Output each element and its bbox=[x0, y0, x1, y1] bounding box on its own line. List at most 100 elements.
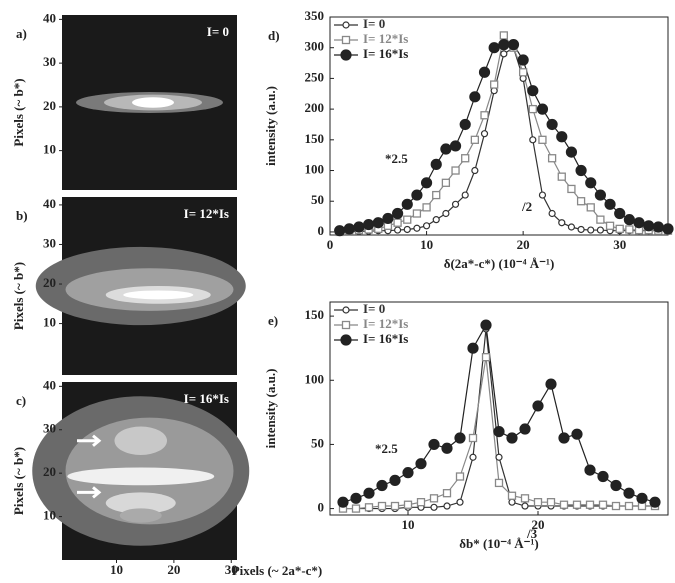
data-point bbox=[470, 135, 480, 144]
data-point bbox=[538, 135, 547, 144]
data-point bbox=[440, 143, 452, 155]
data-point bbox=[443, 502, 451, 510]
data-point bbox=[394, 226, 402, 234]
x-tick-label: 30 bbox=[613, 237, 626, 252]
data-point bbox=[411, 189, 423, 201]
y-tick-label: 40 bbox=[43, 196, 56, 211]
y-tick-label: 30 bbox=[43, 421, 56, 436]
data-point bbox=[507, 39, 520, 51]
data-point bbox=[557, 172, 566, 181]
data-point bbox=[416, 498, 426, 507]
data-point bbox=[393, 218, 402, 227]
y-tick-label: 50 bbox=[311, 192, 324, 207]
data-point bbox=[441, 442, 453, 454]
data-point bbox=[455, 472, 465, 481]
data-point bbox=[584, 464, 596, 476]
y-tick-label: 250 bbox=[305, 69, 325, 84]
data-point bbox=[392, 207, 404, 220]
legend-marker bbox=[340, 334, 352, 346]
legend-label: I= 0 bbox=[363, 301, 385, 316]
data-point bbox=[594, 189, 607, 201]
panel-label: d) bbox=[268, 28, 280, 43]
data-point bbox=[467, 342, 479, 354]
data-point bbox=[536, 103, 549, 115]
data-point bbox=[598, 500, 608, 509]
intensity-region bbox=[67, 467, 215, 486]
data-point bbox=[614, 207, 626, 220]
data-point bbox=[565, 146, 578, 158]
data-point bbox=[633, 217, 645, 229]
x-tick-label: 20 bbox=[532, 517, 545, 532]
data-point bbox=[567, 223, 576, 231]
data-point bbox=[490, 80, 499, 89]
data-point bbox=[390, 501, 400, 511]
data-point bbox=[480, 111, 489, 120]
legend-marker bbox=[342, 306, 350, 314]
data-point bbox=[469, 91, 481, 103]
data-point bbox=[529, 136, 537, 144]
data-point bbox=[376, 479, 388, 492]
legend-label: I= 16*Is bbox=[363, 331, 408, 346]
x-axis-label: δb* (10⁻⁴ Å⁻¹) bbox=[459, 536, 539, 551]
data-point bbox=[662, 223, 674, 235]
y-tick-label: 40 bbox=[43, 10, 56, 25]
data-point bbox=[571, 428, 583, 440]
data-point bbox=[546, 498, 556, 507]
data-point bbox=[363, 487, 375, 499]
data-point bbox=[521, 502, 529, 510]
y-tick-label: 0 bbox=[318, 223, 325, 238]
data-point bbox=[415, 458, 427, 470]
data-point bbox=[625, 225, 634, 234]
data-point bbox=[432, 216, 440, 224]
data-point bbox=[545, 378, 557, 390]
data-point bbox=[498, 39, 510, 51]
plot-frame bbox=[329, 16, 669, 236]
data-point bbox=[451, 166, 460, 175]
data-point bbox=[442, 209, 450, 218]
data-point bbox=[456, 498, 464, 506]
data-point bbox=[506, 432, 518, 444]
y-tick-label: 10 bbox=[43, 142, 56, 157]
data-point bbox=[556, 131, 568, 143]
data-point bbox=[363, 218, 375, 231]
y-axis-label: intensity (a.u.) bbox=[263, 369, 278, 449]
data-point bbox=[413, 224, 421, 232]
data-point bbox=[468, 433, 478, 443]
intensity-region bbox=[105, 492, 176, 514]
intensity-region bbox=[119, 508, 162, 523]
data-point bbox=[576, 197, 586, 206]
data-point bbox=[605, 221, 615, 230]
data-point bbox=[389, 474, 401, 486]
y-tick-label: 200 bbox=[305, 100, 325, 115]
data-point bbox=[507, 491, 517, 500]
data-point bbox=[420, 177, 433, 189]
arrow bbox=[77, 486, 102, 499]
data-point bbox=[364, 503, 374, 512]
data-point bbox=[422, 222, 431, 230]
data-point bbox=[596, 215, 605, 224]
legend-label: I= 12*Is bbox=[363, 31, 408, 46]
y-axis-label: Pixels (~ b*) bbox=[11, 447, 26, 515]
data-point bbox=[480, 319, 492, 331]
y-tick-label: 300 bbox=[305, 39, 325, 54]
data-point bbox=[449, 140, 462, 152]
x-tick-label: 20 bbox=[517, 237, 530, 252]
intensity-label: I= 16*Is bbox=[184, 391, 229, 406]
x-tick-label: 30 bbox=[225, 562, 238, 577]
data-point bbox=[351, 504, 361, 513]
data-point bbox=[478, 66, 491, 78]
y-tick-label: 40 bbox=[43, 377, 56, 392]
data-point bbox=[519, 423, 531, 435]
data-point bbox=[575, 164, 587, 177]
data-point bbox=[401, 198, 413, 210]
data-point bbox=[586, 203, 595, 212]
data-point bbox=[471, 166, 479, 175]
data-point bbox=[430, 503, 438, 511]
data-point bbox=[533, 498, 543, 507]
data-point bbox=[652, 221, 664, 233]
data-point bbox=[499, 31, 508, 40]
panel-label: a) bbox=[16, 26, 27, 41]
data-point bbox=[585, 500, 595, 509]
